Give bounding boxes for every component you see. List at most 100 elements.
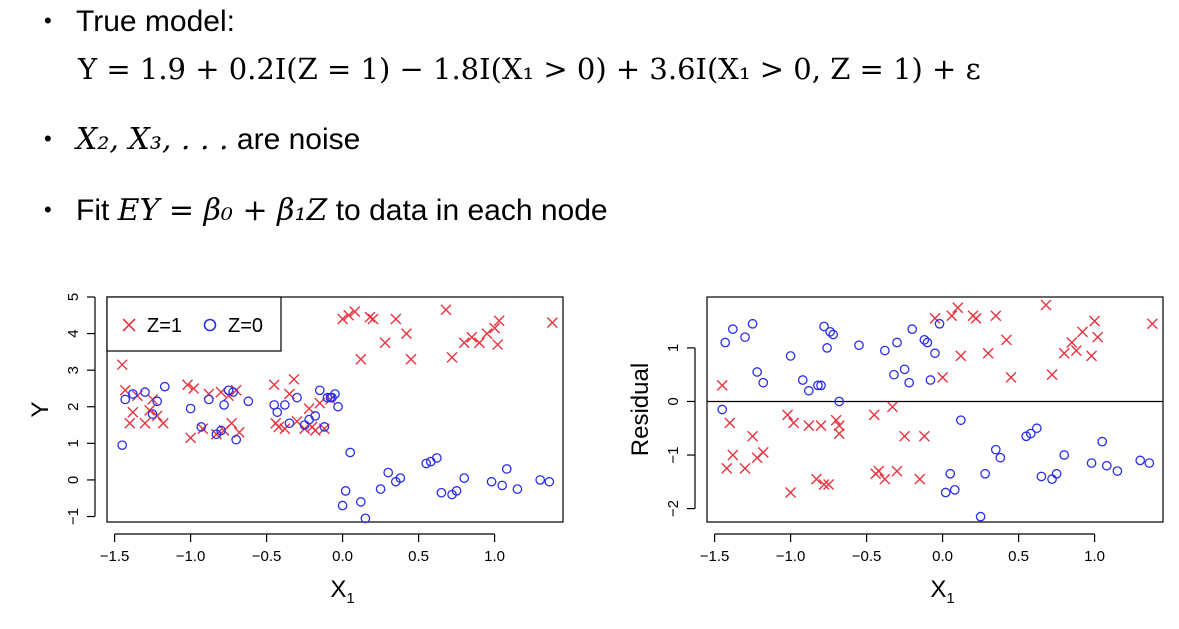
data-point-z0: [1112, 466, 1123, 476]
x-tick-label: −0.5: [852, 548, 882, 565]
data-point-z0: [535, 475, 546, 485]
plot-frame: [106, 296, 564, 523]
fit-model-math: EY = β₀ + β₁Z: [117, 193, 328, 228]
data-point-z1: [868, 409, 880, 421]
fit-text-post: to data in each node: [327, 194, 608, 227]
noise-variables-math: X₂, X₃, . . .: [76, 122, 229, 157]
data-point-z0: [152, 396, 163, 407]
bullet-fit: • Fit EY = β₀ + β₁Z to data in each node: [44, 193, 608, 228]
data-point-z1: [757, 446, 769, 458]
data-point-z1: [364, 311, 376, 323]
data-point-z0: [219, 400, 229, 410]
data-point-z0: [740, 332, 750, 343]
y-axis-label: Y: [27, 401, 54, 417]
data-point-z0: [1101, 460, 1112, 471]
data-point-z0: [717, 404, 728, 415]
data-point-z1: [823, 479, 835, 490]
y-axis-label: Residual: [627, 363, 654, 456]
scatter-plot-residual: −1.5 −1.0 −0.5 0.0 0.5 1.0 X1 −2 −1 0 1 Residual: [627, 296, 1164, 607]
plot-frame: [706, 296, 1164, 523]
data-point-z1: [446, 351, 458, 363]
data-point-z0: [117, 440, 128, 451]
data-point-z0: [1086, 458, 1097, 468]
data-point-z1: [937, 371, 949, 383]
data-point-z1: [891, 465, 903, 477]
data-point-z1: [318, 423, 330, 435]
x-tick-label: 0.0: [332, 548, 353, 565]
data-point-z1: [1000, 334, 1012, 346]
legend: Z=1 Z=0: [106, 296, 282, 352]
data-point-z1: [886, 401, 898, 413]
data-point-z1: [810, 473, 822, 485]
data-point-z1: [724, 417, 736, 429]
data-point-z0: [785, 351, 796, 361]
data-point-z0: [486, 476, 497, 487]
y-tick-label: 0: [65, 476, 82, 484]
data-point-z0: [1025, 428, 1036, 439]
data-point-z1: [466, 331, 478, 343]
data-point-z1: [946, 310, 958, 322]
data-point-z0: [223, 385, 234, 396]
y-tick-label: −1: [65, 508, 82, 525]
data-point-z0: [1036, 471, 1047, 482]
y-tick-label: 3: [65, 366, 82, 374]
data-point-z0: [185, 403, 196, 414]
x-tick-label: −0.5: [252, 548, 282, 565]
data-point-z1: [721, 462, 733, 474]
data-point-z1: [1146, 318, 1158, 330]
data-point-z1: [355, 353, 367, 365]
x-axis-label: X1: [930, 576, 954, 607]
data-point-z1: [1089, 315, 1101, 327]
legend-marker-z0: [203, 318, 217, 332]
data-point-z0: [279, 400, 290, 410]
x-tick-label: −1.5: [100, 548, 130, 565]
data-point-z0: [922, 337, 933, 348]
data-point-z0: [395, 473, 406, 483]
data-point-z1: [458, 337, 470, 349]
data-point-z1: [918, 430, 930, 442]
data-point-z0: [272, 407, 283, 418]
data-point-z0: [1051, 468, 1062, 479]
data-point-z1: [390, 313, 402, 325]
data-point-z1: [139, 417, 151, 429]
data-point-z1: [127, 406, 139, 418]
data-point-z1: [833, 428, 845, 440]
data-point-z0: [828, 329, 839, 340]
data-point-z1: [124, 417, 136, 429]
data-point-z1: [116, 359, 128, 371]
data-point-z0: [825, 326, 835, 337]
data-point-z1: [929, 312, 941, 324]
legend-box: [106, 296, 282, 352]
data-point-z1: [818, 479, 830, 490]
data-point-z0: [203, 394, 214, 405]
x-axis-label: X1: [330, 576, 354, 607]
data-point-z1: [226, 417, 238, 429]
data-point-z1: [288, 373, 300, 385]
data-point-z0: [292, 392, 302, 403]
data-point-z0: [140, 387, 150, 397]
data-point-z0: [147, 409, 158, 419]
data-point-z0: [854, 340, 864, 351]
data-point-z0: [899, 364, 910, 375]
legend-label-z1: Z=1: [147, 315, 182, 337]
data-point-z1: [1076, 326, 1088, 338]
bullet-dot: •: [44, 197, 52, 222]
data-point-z1: [830, 414, 842, 426]
data-point-z0: [120, 394, 131, 405]
y-tick-label: 2: [65, 403, 82, 411]
data-point-z1: [279, 423, 291, 435]
data-point-z1: [230, 384, 242, 396]
data-point-z0: [747, 318, 758, 329]
data-point-z0: [1047, 474, 1057, 484]
data-point-z1: [747, 430, 759, 442]
x-tick-label: −1.0: [776, 548, 806, 565]
data-point-z0: [459, 473, 470, 483]
data-point-z1: [1086, 350, 1098, 362]
data-point-z1: [833, 420, 845, 432]
data-point-z0: [975, 511, 986, 522]
true-model-equation: Y = 1.9 + 0.2I(Z = 1) − 1.8I(X₁ > 0) + 3…: [78, 52, 981, 86]
data-point-z0: [497, 480, 508, 491]
data-point-z0: [803, 385, 814, 396]
data-point-z0: [758, 377, 769, 388]
x-tick-label: −1.5: [700, 548, 730, 565]
